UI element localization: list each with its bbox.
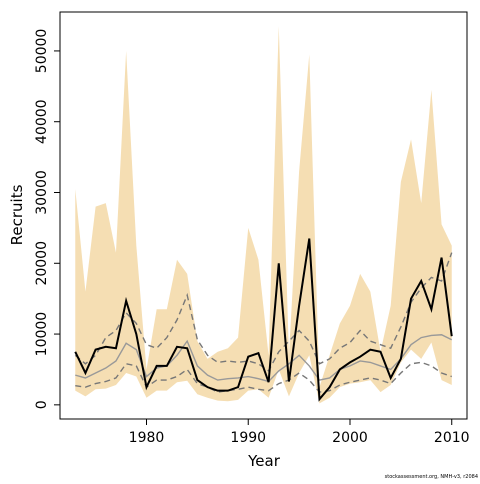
series-line [75,334,453,383]
y-axis-label: Recruits [8,184,26,245]
y-tick-label: 50000 [34,29,50,74]
x-tick-label: 1980 [129,430,165,446]
x-tick-label: 1990 [230,430,266,446]
plot-frame [59,11,468,420]
footnote: stockassessment.org, NMH-v3, r2084 [385,474,478,480]
x-axis-label: Year [247,452,281,470]
y-tick-label: 0 [34,400,50,409]
x-tick-label: 2000 [332,430,368,446]
series-line [75,361,452,393]
y-tick-label: 10000 [34,312,50,357]
y-tick-label: 20000 [34,241,50,286]
confidence-band [75,26,452,404]
y-tick-label: 40000 [34,99,50,144]
y-tick-label: 30000 [34,170,50,215]
x-tick-label: 2010 [434,430,470,446]
series-line [74,238,453,402]
